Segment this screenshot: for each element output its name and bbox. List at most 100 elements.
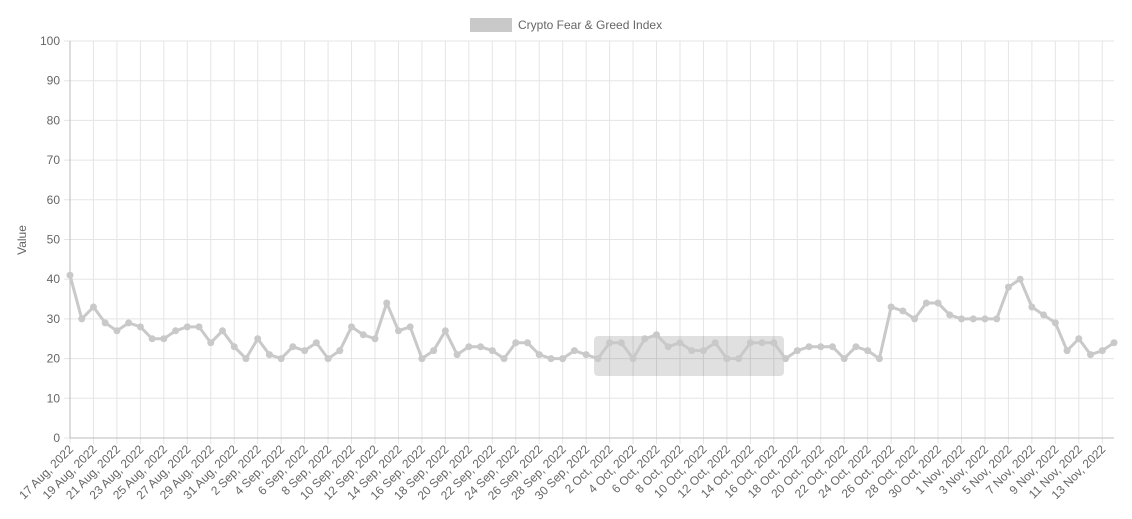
point	[946, 311, 954, 319]
point	[934, 299, 942, 307]
legend-label: Crypto Fear & Greed Index	[518, 18, 662, 32]
point	[242, 355, 250, 363]
y-tick-label: 80	[47, 113, 61, 127]
point	[406, 323, 414, 331]
point	[1051, 319, 1059, 327]
point	[617, 339, 625, 347]
grid	[64, 40, 1114, 444]
y-tick-label: 60	[47, 193, 61, 207]
point	[218, 327, 226, 335]
point	[641, 335, 649, 343]
point	[629, 355, 637, 363]
point	[653, 331, 661, 339]
point	[394, 327, 402, 335]
y-tick-label: 100	[40, 34, 60, 48]
point	[418, 355, 426, 363]
point	[101, 319, 109, 327]
point	[676, 339, 684, 347]
point	[699, 347, 707, 355]
point	[1110, 339, 1118, 347]
point	[500, 355, 508, 363]
point	[289, 343, 297, 351]
point	[723, 355, 731, 363]
point	[254, 335, 262, 343]
point	[840, 355, 848, 363]
point	[958, 315, 966, 323]
point	[828, 343, 836, 351]
point	[887, 303, 895, 311]
point	[864, 347, 872, 355]
point	[113, 327, 121, 335]
point	[817, 343, 825, 351]
point	[265, 351, 273, 359]
y-tick-label: 10	[47, 391, 61, 405]
point	[172, 327, 180, 335]
point	[371, 335, 379, 343]
point	[582, 351, 590, 359]
point	[348, 323, 356, 331]
legend-swatch	[470, 18, 512, 32]
point	[875, 355, 883, 363]
point	[383, 299, 391, 307]
y-tick-label: 20	[47, 352, 61, 366]
point	[688, 347, 696, 355]
point	[805, 343, 813, 351]
point	[793, 347, 801, 355]
point	[547, 355, 555, 363]
point	[523, 339, 531, 347]
point	[453, 351, 461, 359]
point	[336, 347, 344, 355]
point	[735, 355, 743, 363]
point	[1075, 335, 1083, 343]
point	[136, 323, 144, 331]
point	[770, 339, 778, 347]
point	[477, 343, 485, 351]
y-axis-label: Value	[15, 225, 29, 255]
point	[324, 355, 332, 363]
point	[711, 339, 719, 347]
line	[68, 274, 1115, 361]
point	[89, 303, 97, 311]
point	[664, 343, 672, 351]
point	[969, 315, 977, 323]
point	[230, 343, 238, 351]
point	[160, 335, 168, 343]
point	[782, 355, 790, 363]
point	[1016, 275, 1024, 283]
point	[758, 339, 766, 347]
point	[535, 351, 543, 359]
point	[594, 355, 602, 363]
point	[148, 335, 156, 343]
y-tick-label: 70	[47, 153, 61, 167]
point	[359, 331, 367, 339]
point	[993, 315, 1001, 323]
point	[78, 315, 86, 323]
point	[746, 339, 754, 347]
point	[981, 315, 989, 323]
point	[195, 323, 203, 331]
point	[465, 343, 473, 351]
point	[301, 347, 309, 355]
point	[911, 315, 919, 323]
point	[430, 347, 438, 355]
y-tick-label: 0	[53, 431, 60, 445]
point	[1098, 347, 1106, 355]
y-tick-label: 90	[47, 74, 61, 88]
point	[1028, 303, 1036, 311]
point	[1087, 351, 1095, 359]
point	[559, 355, 567, 363]
point	[512, 339, 520, 347]
point	[852, 343, 860, 351]
point	[606, 339, 614, 347]
point	[183, 323, 191, 331]
point	[1040, 311, 1048, 319]
point	[488, 347, 496, 355]
point	[1063, 347, 1071, 355]
point	[312, 339, 320, 347]
y-tick-label: 40	[47, 272, 61, 286]
point	[66, 271, 74, 279]
point	[441, 327, 449, 335]
point	[899, 307, 907, 315]
point	[570, 347, 578, 355]
